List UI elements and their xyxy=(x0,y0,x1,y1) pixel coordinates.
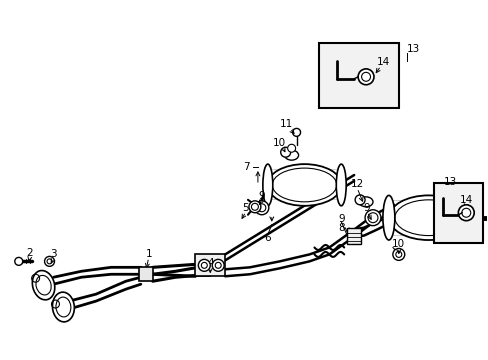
Circle shape xyxy=(287,144,295,152)
Circle shape xyxy=(248,201,260,213)
Text: 9: 9 xyxy=(337,214,344,224)
Circle shape xyxy=(15,257,22,265)
Text: 11: 11 xyxy=(280,120,293,130)
Circle shape xyxy=(212,260,224,271)
Text: 13: 13 xyxy=(443,177,456,187)
Ellipse shape xyxy=(263,164,272,206)
Bar xyxy=(346,228,360,243)
Ellipse shape xyxy=(267,164,341,206)
Circle shape xyxy=(44,256,54,266)
Bar xyxy=(319,43,398,108)
Text: 8: 8 xyxy=(337,222,344,233)
Ellipse shape xyxy=(336,164,346,206)
Bar xyxy=(139,267,152,281)
Circle shape xyxy=(198,260,210,271)
Circle shape xyxy=(365,210,380,226)
Circle shape xyxy=(354,195,365,205)
Ellipse shape xyxy=(52,292,74,322)
Text: 6: 6 xyxy=(264,233,270,243)
Ellipse shape xyxy=(32,270,55,300)
Ellipse shape xyxy=(461,195,473,240)
Circle shape xyxy=(292,129,300,136)
Text: 10: 10 xyxy=(273,138,285,148)
Text: 9: 9 xyxy=(258,191,264,201)
Bar xyxy=(195,255,224,276)
Text: 10: 10 xyxy=(391,239,405,248)
Text: 14: 14 xyxy=(377,57,390,67)
Text: 13: 13 xyxy=(406,44,420,54)
Ellipse shape xyxy=(358,197,372,207)
Circle shape xyxy=(280,147,290,157)
Circle shape xyxy=(392,248,404,260)
Ellipse shape xyxy=(388,195,468,240)
Text: 7: 7 xyxy=(243,162,249,172)
Text: 1: 1 xyxy=(145,249,152,260)
Text: 12: 12 xyxy=(350,179,363,189)
Text: 4: 4 xyxy=(206,258,213,268)
Circle shape xyxy=(457,205,473,221)
Circle shape xyxy=(357,69,373,85)
Circle shape xyxy=(254,201,268,215)
Ellipse shape xyxy=(284,150,298,160)
Bar xyxy=(433,183,482,243)
Text: 5: 5 xyxy=(242,203,249,213)
Text: 14: 14 xyxy=(459,195,472,205)
Text: 2: 2 xyxy=(26,248,33,258)
Text: 9: 9 xyxy=(363,203,369,213)
Ellipse shape xyxy=(382,195,394,240)
Text: 3: 3 xyxy=(50,249,57,260)
